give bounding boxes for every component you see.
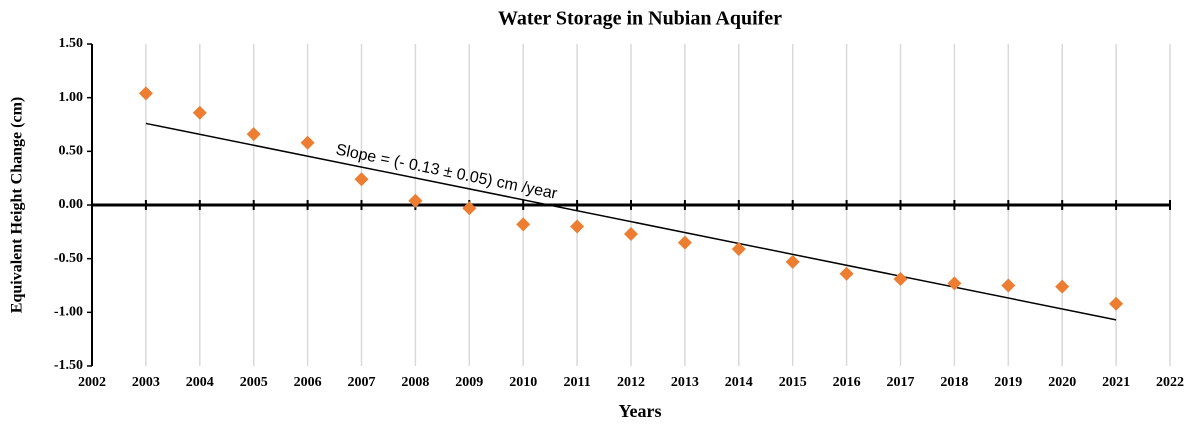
y-tick-label: -1.50 [54,358,83,373]
x-tick-label: 2004 [186,375,214,390]
marker [1001,278,1016,293]
x-tick-label: 2005 [240,375,268,390]
marker [516,217,531,232]
x-tick-label: 2003 [132,375,160,390]
x-tick-label: 2020 [1048,375,1076,390]
x-axis-label: Years [619,401,662,421]
y-tick-label: -1.00 [54,305,83,320]
x-tick-label: 2021 [1102,375,1130,390]
marker [785,254,800,269]
x-tick-label: 2006 [294,375,322,390]
x-tick-label: 2022 [1156,375,1184,390]
x-tick-label: 2008 [401,375,429,390]
y-axis-label: Equivalent Height Change (cm) [9,97,26,313]
x-tick-label: 2010 [509,375,537,390]
chart-title: Water Storage in Nubian Aquifer [498,8,782,30]
x-tick-label: 2017 [887,375,915,390]
x-tick-label: 2019 [994,375,1022,390]
x-tick-label: 2012 [617,375,645,390]
y-tick-label: -0.50 [54,251,83,266]
marker [893,272,908,287]
marker [138,86,153,101]
x-tick-label: 2011 [563,375,590,390]
marker [354,172,369,187]
x-tick-label: 2015 [779,375,807,390]
marker [192,105,207,120]
y-tick-label: 0.00 [59,197,84,212]
marker [1055,279,1070,294]
marker [246,127,261,142]
x-tick-label: 2018 [940,375,968,390]
marker [408,193,423,208]
marker [1109,296,1124,311]
marker [731,242,746,257]
y-tick-label: 1.00 [59,90,84,105]
marker [624,226,638,241]
x-tick-label: 2016 [833,375,861,390]
annotation: Slope = (- 0.13 ± 0.05) cm /year [334,141,559,203]
marker [839,266,854,281]
y-tick-label: 1.50 [59,36,84,51]
marker [570,219,585,234]
x-tick-label: 2002 [78,375,106,390]
marker [677,235,692,250]
marker [300,135,315,150]
x-tick-label: 2014 [725,375,753,390]
x-tick-label: 2013 [671,375,699,390]
marker [947,276,962,291]
x-tick-label: 2007 [348,375,376,390]
y-tick-label: 0.50 [59,144,84,159]
x-tick-label: 2009 [455,375,483,390]
marker [462,201,477,216]
